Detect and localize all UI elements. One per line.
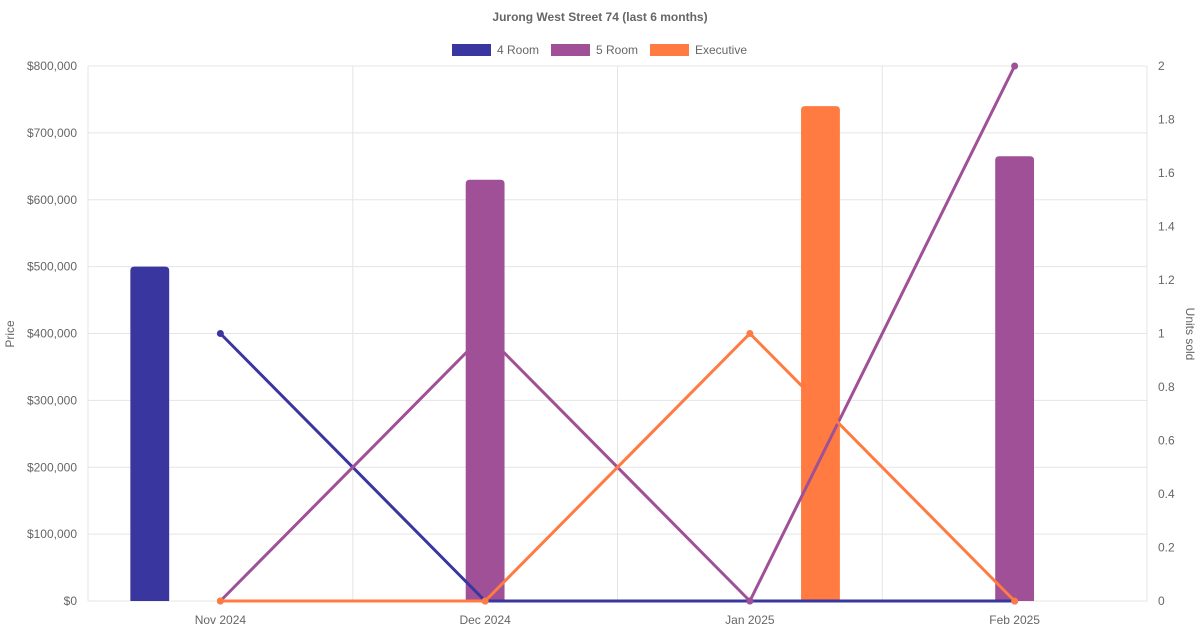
legend: 4 Room 5 Room Executive	[452, 43, 747, 57]
y2-tick-label: 1	[1158, 327, 1165, 341]
y-axis-title: Price	[3, 320, 17, 348]
bar-executive[interactable]	[801, 106, 840, 601]
y2-axis-ticks: 0 0.2 0.4 0.6 0.8 1 1.2 1.4 1.6 1.8 2	[1158, 59, 1175, 608]
y-tick-label: $100,000	[27, 527, 77, 541]
line-executive[interactable]	[220, 332, 1016, 603]
y-tick-label: $400,000	[27, 327, 77, 341]
legend-label-4-room[interactable]: 4 Room	[497, 43, 539, 57]
chart-title: Jurong West Street 74 (last 6 months)	[492, 10, 707, 24]
point-executive[interactable]	[481, 597, 489, 605]
bars	[130, 106, 1035, 601]
y-tick-label: $300,000	[27, 393, 77, 407]
y2-tick-label: 0.2	[1158, 541, 1175, 555]
y2-tick-label: 0.4	[1158, 487, 1175, 501]
y2-tick-label: 1.4	[1158, 220, 1175, 234]
x-tick-label: Feb 2025	[989, 613, 1040, 627]
point-5-room[interactable]	[746, 597, 754, 605]
point-executive[interactable]	[746, 330, 754, 337]
legend-swatch-5-room[interactable]	[551, 44, 590, 56]
y2-tick-label: 1.2	[1158, 273, 1175, 287]
y2-tick-label: 1.8	[1158, 113, 1175, 127]
y-tick-label: $500,000	[27, 260, 77, 274]
gridlines	[87, 65, 1148, 602]
y2-tick-label: 0.6	[1158, 434, 1175, 448]
legend-swatch-4-room[interactable]	[452, 44, 491, 56]
point-4-room[interactable]	[216, 330, 224, 337]
point-5-room[interactable]	[481, 330, 489, 337]
lines	[216, 62, 1019, 605]
y-axis-ticks: $0 $100,000 $200,000 $300,000 $400,000 $500,0…	[27, 59, 77, 608]
point-executive[interactable]	[1011, 597, 1019, 605]
legend-swatch-executive[interactable]	[650, 44, 689, 56]
y2-tick-label: 0	[1158, 594, 1165, 608]
x-tick-label: Jan 2025	[725, 613, 775, 627]
y2-tick-label: 0.8	[1158, 380, 1175, 394]
y-tick-label: $800,000	[27, 59, 77, 73]
y-tick-label: $700,000	[27, 126, 77, 140]
x-tick-label: Dec 2024	[459, 613, 511, 627]
y2-axis-title: Units sold	[1183, 308, 1197, 361]
bar-4-room[interactable]	[130, 266, 170, 601]
y-tick-label: $600,000	[27, 193, 77, 207]
bar-5-room[interactable]	[465, 179, 505, 601]
y-tick-label: $0	[64, 594, 78, 608]
point-5-room[interactable]	[1011, 62, 1019, 70]
x-axis-ticks: Nov 2024 Dec 2024 Jan 2025 Feb 2025	[195, 613, 1041, 627]
x-tick-label: Nov 2024	[195, 613, 247, 627]
legend-label-5-room[interactable]: 5 Room	[596, 43, 638, 57]
point-executive[interactable]	[216, 597, 224, 605]
y2-tick-label: 1.6	[1158, 166, 1175, 180]
y-tick-label: $200,000	[27, 460, 77, 474]
legend-label-executive[interactable]: Executive	[695, 43, 747, 57]
bar-5-room[interactable]	[995, 156, 1035, 601]
y2-tick-label: 2	[1158, 59, 1165, 73]
